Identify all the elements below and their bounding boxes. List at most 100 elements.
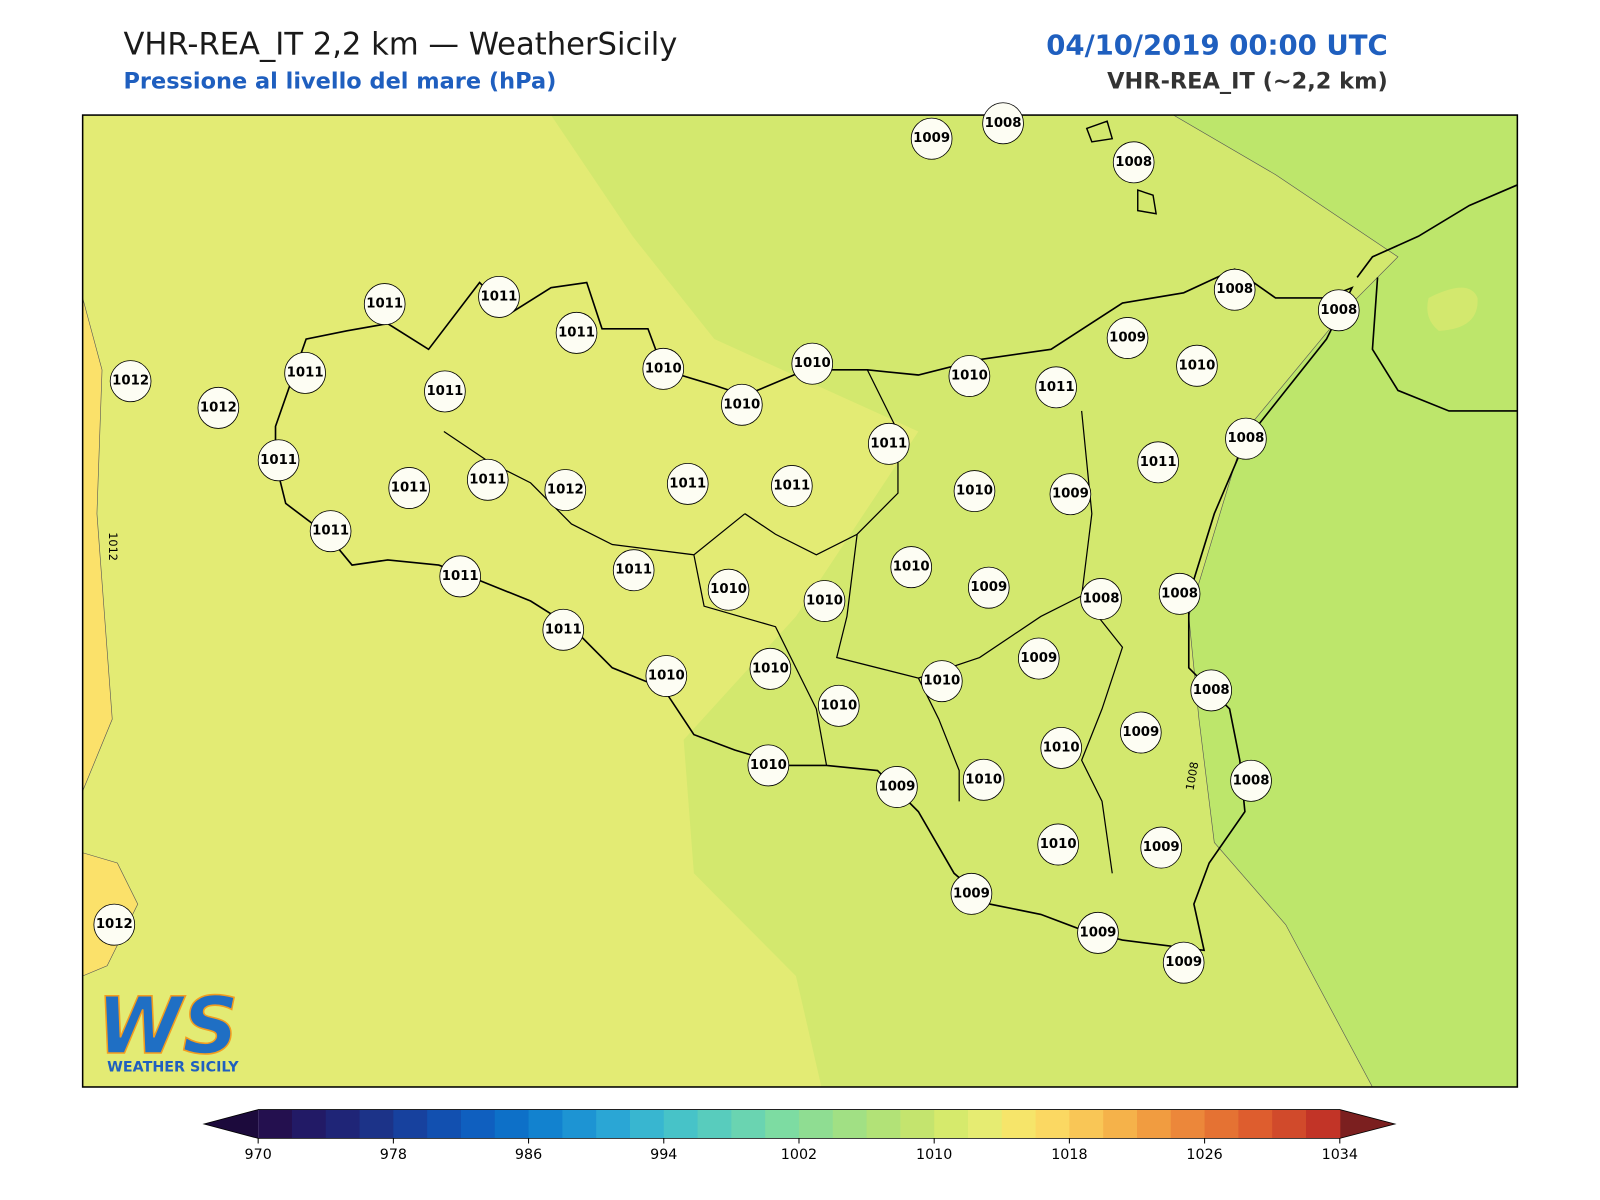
station-value: 1011 xyxy=(1140,455,1177,470)
station-value: 1009 xyxy=(1122,725,1159,740)
station-marker xyxy=(1176,344,1218,387)
colorbar-tick-label: 1034 xyxy=(1322,1147,1358,1163)
station: 1010 xyxy=(962,758,1005,801)
station-value: 1010 xyxy=(956,484,993,499)
colorbar-tick-label: 986 xyxy=(515,1147,542,1163)
colorbar-segment xyxy=(1238,1109,1273,1139)
station-value: 1009 xyxy=(953,886,990,901)
station-marker xyxy=(803,580,846,622)
station: 1008 xyxy=(1213,268,1256,311)
colorbar-segment xyxy=(494,1109,530,1139)
station-value: 1008 xyxy=(1227,431,1264,446)
station-value: 1011 xyxy=(366,297,403,312)
station: 1011 xyxy=(771,465,813,507)
station-value: 1010 xyxy=(923,674,960,689)
colorbar-segment xyxy=(663,1109,699,1139)
island xyxy=(1085,120,1157,215)
subtitle: Pressione al livello del mare (hPa) xyxy=(123,68,556,94)
coastline xyxy=(274,268,1354,952)
colorbar-segment xyxy=(325,1109,361,1139)
station-marker xyxy=(1035,366,1077,409)
station-marker xyxy=(791,342,834,385)
station: 1011 xyxy=(542,608,585,651)
map-frame xyxy=(81,114,1519,1088)
station: 1010 xyxy=(817,684,860,727)
station-value: 1008 xyxy=(1193,683,1230,698)
colorbar-segment xyxy=(1204,1109,1239,1139)
colorbar-segment xyxy=(258,1109,293,1139)
station-marker xyxy=(1230,759,1272,802)
station-marker xyxy=(466,458,509,501)
station-value: 1011 xyxy=(669,476,706,491)
station: 1009 xyxy=(1106,317,1149,359)
station-marker xyxy=(424,370,466,413)
station-value: 1010 xyxy=(750,758,787,773)
station: 1011 xyxy=(666,462,709,505)
station-value: 1008 xyxy=(985,116,1022,131)
station-value: 1011 xyxy=(870,436,907,451)
station-value: 1010 xyxy=(893,560,930,575)
station: 1010 xyxy=(642,347,685,390)
station-marker xyxy=(197,386,240,429)
colorbar-tick-label: 1002 xyxy=(781,1147,817,1163)
station-marker xyxy=(747,744,790,787)
colorbar-segment xyxy=(1035,1109,1070,1139)
station-marker xyxy=(555,311,598,354)
station: 1008 xyxy=(1230,759,1272,802)
colorbar-segment xyxy=(900,1109,935,1139)
station: 1010 xyxy=(890,546,933,589)
contour-label: 1008 xyxy=(1184,761,1202,792)
station-marker xyxy=(666,462,709,505)
colorbar-segment xyxy=(765,1109,800,1139)
station-value: 1012 xyxy=(96,917,133,932)
station-marker xyxy=(950,872,993,915)
station-marker xyxy=(1017,637,1060,680)
station-marker xyxy=(1106,317,1149,359)
station: 1010 xyxy=(707,568,750,611)
station-value: 1010 xyxy=(723,397,760,412)
station-marker xyxy=(982,102,1024,145)
station: 1009 xyxy=(950,872,993,915)
station-marker xyxy=(948,355,991,397)
station-value: 1011 xyxy=(426,384,463,399)
station: 1011 xyxy=(1035,366,1077,409)
station: 1011 xyxy=(388,467,430,509)
colorbar-tick-label: 1026 xyxy=(1186,1147,1222,1163)
colorbar-segment xyxy=(460,1109,496,1139)
logo-initials: WS xyxy=(97,982,238,1072)
station: 1010 xyxy=(1037,823,1079,866)
station-marker xyxy=(93,903,136,946)
station-marker xyxy=(309,510,352,553)
station-value: 1008 xyxy=(1083,591,1120,606)
colorbar-segment xyxy=(1103,1109,1138,1139)
colorbar-segment xyxy=(967,1109,1003,1139)
colorbar-tick-label: 1018 xyxy=(1051,1147,1087,1163)
station-marker xyxy=(1158,572,1201,615)
station: 1012 xyxy=(93,903,136,946)
station: 1010 xyxy=(1040,726,1083,769)
colorbar-segment xyxy=(596,1109,631,1139)
station-value: 1011 xyxy=(1038,380,1075,395)
station-value: 1010 xyxy=(648,669,685,684)
colorbar-segment xyxy=(1272,1109,1307,1139)
colorbar-segment xyxy=(359,1109,394,1139)
coastline xyxy=(1356,184,1518,412)
colorbar-over xyxy=(1339,1109,1395,1139)
station-marker xyxy=(542,608,585,651)
station: 1012 xyxy=(544,469,587,512)
title: VHR-REA_IT 2,2 km — WeatherSicily xyxy=(123,26,677,62)
station-marker xyxy=(1213,268,1256,311)
station-value: 1010 xyxy=(645,361,682,376)
station-value: 1009 xyxy=(1143,840,1180,855)
station-marker xyxy=(867,422,910,465)
station: 1008 xyxy=(1158,572,1201,615)
colorbar-tick-label: 970 xyxy=(245,1147,272,1163)
station: 1009 xyxy=(1140,826,1183,869)
station-marker xyxy=(721,383,763,426)
station-value: 1010 xyxy=(806,594,843,609)
station-marker xyxy=(876,766,918,808)
station: 1011 xyxy=(612,549,655,592)
station-marker xyxy=(749,647,792,690)
station-marker xyxy=(363,283,406,326)
station-marker xyxy=(1049,473,1092,516)
